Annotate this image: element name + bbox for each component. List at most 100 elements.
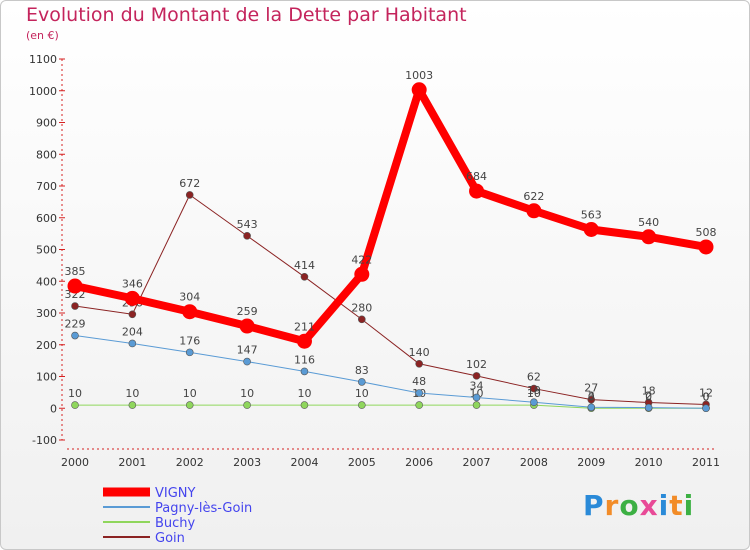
data-label-pagny-l-s-goin: 48: [412, 375, 426, 388]
data-label-buchy: 10: [355, 387, 369, 400]
point-goin: [71, 302, 79, 310]
data-label-vigny: 304: [179, 291, 200, 304]
data-label-pagny-l-s-goin: 147: [237, 344, 258, 357]
data-label-buchy: 0: [703, 390, 710, 403]
logo-letter: r: [604, 489, 620, 522]
data-label-pagny-l-s-goin: 19: [527, 384, 541, 397]
data-label-vigny: 346: [122, 277, 143, 290]
data-label-pagny-l-s-goin: 176: [179, 334, 200, 347]
x-tick-label: 2007: [463, 456, 491, 469]
x-tick-label: 2011: [692, 456, 720, 469]
data-label-goin: 672: [179, 177, 200, 190]
chart-title: Evolution du Montant de la Dette par Hab…: [26, 4, 467, 26]
logo-letter: i: [658, 489, 670, 522]
point-pagny-l-s-goin: [358, 378, 366, 386]
y-tick-label: 100: [36, 371, 57, 384]
data-label-buchy: 10: [240, 387, 254, 400]
point-pagny-l-s-goin: [587, 403, 596, 412]
point-vigny: [354, 266, 370, 282]
data-label-goin: 62: [527, 371, 541, 384]
point-buchy: [128, 401, 137, 409]
point-pagny-l-s-goin: [644, 403, 653, 412]
point-goin: [300, 273, 309, 281]
point-vigny: [469, 183, 485, 199]
point-vigny: [411, 82, 427, 98]
legend-label-buchy: Buchy: [155, 516, 196, 531]
point-buchy: [243, 401, 251, 409]
legend-label-goin: Goin: [155, 531, 185, 546]
data-label-goin: 102: [466, 358, 487, 371]
logo-letter: P: [583, 489, 605, 522]
point-buchy: [415, 401, 423, 409]
data-label-goin: 414: [294, 259, 315, 272]
data-label-vigny: 540: [638, 216, 659, 229]
y-tick-label: 300: [36, 307, 57, 320]
point-vigny: [182, 304, 198, 320]
point-vigny: [67, 278, 83, 294]
point-pagny-l-s-goin: [300, 367, 309, 376]
point-goin: [530, 384, 538, 393]
data-label-vigny: 211: [294, 320, 315, 333]
point-pagny-l-s-goin: [472, 393, 481, 402]
data-label-vigny: 422: [351, 253, 372, 266]
point-vigny: [296, 333, 312, 349]
y-tick-label: 0: [50, 402, 57, 415]
x-tick-label: 2008: [520, 456, 548, 469]
legend-label-vigny: VIGNY: [155, 486, 196, 501]
point-pagny-l-s-goin: [71, 331, 79, 340]
logo-letter: x: [639, 489, 659, 522]
data-label-pagny-l-s-goin: 116: [294, 353, 315, 366]
data-label-goin: 543: [237, 218, 258, 231]
y-tick-label: 700: [36, 180, 57, 193]
data-label-pagny-l-s-goin: 34: [470, 379, 484, 392]
data-label-pagny-l-s-goin: 2: [645, 390, 652, 403]
logo-letter: t: [669, 489, 684, 522]
data-label-buchy: 10: [68, 387, 82, 400]
point-vigny: [239, 318, 255, 334]
data-label-pagny-l-s-goin: 3: [588, 389, 595, 402]
point-vigny: [124, 290, 140, 306]
y-tick-label: 600: [36, 212, 57, 225]
point-goin: [128, 310, 137, 319]
data-label-buchy: 10: [125, 387, 139, 400]
point-buchy: [300, 401, 309, 409]
data-label-pagny-l-s-goin: 229: [65, 318, 86, 331]
point-goin: [587, 395, 596, 404]
data-label-vigny: 1003: [405, 69, 433, 82]
series-line-goin: [74, 194, 707, 405]
point-goin: [472, 372, 481, 380]
data-label-goin: 280: [351, 301, 372, 314]
point-vigny: [583, 221, 599, 237]
data-label-vigny: 622: [523, 190, 544, 203]
point-goin: [358, 315, 366, 324]
y-tick-label: -100: [32, 434, 57, 447]
y-tick-label: 400: [36, 275, 57, 288]
chart-subtitle: (en €): [26, 29, 59, 42]
proxiti-logo: Proxiti: [583, 489, 694, 522]
y-tick-label: 800: [36, 148, 57, 161]
data-label-buchy: 10: [183, 387, 197, 400]
point-buchy: [358, 401, 366, 409]
point-buchy: [71, 401, 79, 409]
y-tick-label: 200: [36, 339, 57, 352]
point-pagny-l-s-goin: [185, 348, 194, 357]
point-pagny-l-s-goin: [530, 398, 538, 407]
data-label-buchy: 10: [527, 387, 541, 400]
y-tick-label: 900: [36, 117, 57, 130]
y-tick-label: 1100: [29, 53, 57, 66]
point-goin: [415, 359, 423, 368]
point-pagny-l-s-goin: [702, 404, 710, 413]
point-vigny: [698, 239, 714, 255]
data-label-goin: 140: [409, 346, 430, 359]
x-tick-label: 2006: [405, 456, 433, 469]
data-label-goin: 12: [699, 386, 713, 399]
data-label-vigny: 684: [466, 170, 487, 183]
point-pagny-l-s-goin: [128, 339, 137, 348]
series-line-pagny-l-s-goin: [74, 335, 707, 409]
data-label-pagny-l-s-goin: 0: [703, 390, 710, 403]
point-pagny-l-s-goin: [243, 357, 251, 366]
point-goin: [243, 232, 251, 240]
data-label-buchy: 0: [588, 390, 595, 403]
x-tick-label: 2000: [61, 456, 89, 469]
